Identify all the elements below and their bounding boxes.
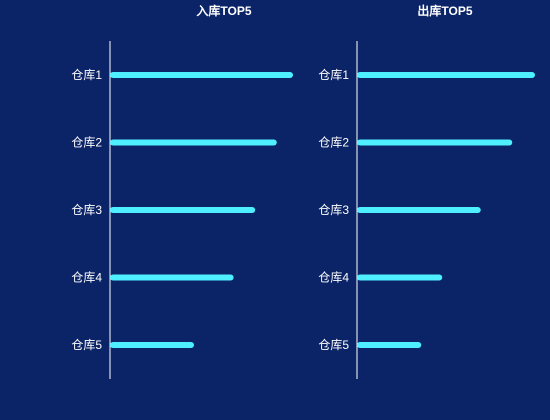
inbound-category-label: 仓库2 [71, 135, 102, 150]
inbound-category-label: 仓库5 [71, 337, 102, 352]
outbound-category-label: 仓库1 [318, 67, 349, 82]
inbound-category-label: 仓库3 [71, 202, 102, 217]
outbound-category-label: 仓库5 [318, 337, 349, 352]
chart-title-inbound: 入库TOP5 [196, 4, 252, 18]
outbound-category-label: 仓库2 [318, 135, 349, 150]
inbound-category-label: 仓库1 [71, 67, 102, 82]
chart-title-outbound: 出库TOP5 [417, 4, 473, 18]
inbound-category-label: 仓库4 [71, 270, 102, 285]
outbound-category-label: 仓库4 [318, 270, 349, 285]
outbound-category-label: 仓库3 [318, 202, 349, 217]
